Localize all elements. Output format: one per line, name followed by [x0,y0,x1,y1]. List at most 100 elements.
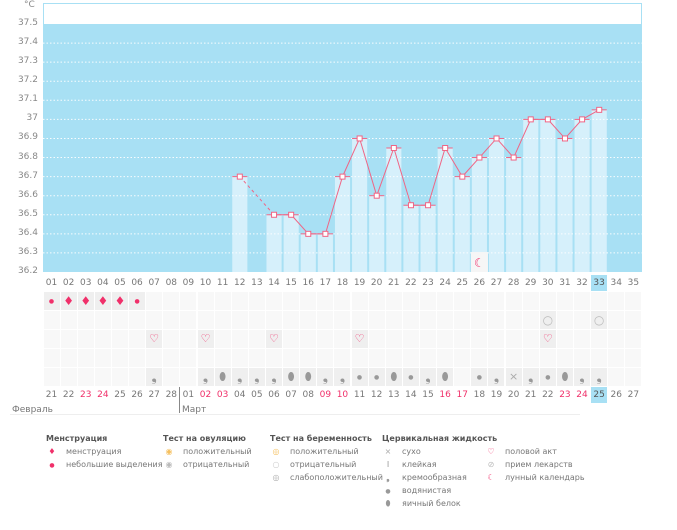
empty-cell[interactable] [522,349,539,367]
empty-cell[interactable] [420,330,436,348]
empty-cell[interactable] [180,349,197,367]
empty-cell[interactable] [351,349,368,367]
date-label[interactable]: 08 [302,390,314,400]
temp-point[interactable] [236,173,243,180]
empty-cell[interactable] [231,311,248,329]
cycle-day-label[interactable]: 20 [370,278,383,288]
empty-cell[interactable] [111,330,128,348]
empty-cell[interactable] [43,349,60,367]
empty-cell[interactable] [248,349,265,367]
temp-point[interactable] [288,211,295,218]
empty-cell[interactable] [385,311,402,329]
temp-point[interactable] [322,230,329,237]
date-label[interactable]: 05 [251,390,263,400]
empty-cell[interactable] [94,330,111,348]
empty-cell[interactable] [94,311,111,329]
empty-cell[interactable] [180,292,197,310]
empty-cell[interactable] [351,292,368,310]
cervical-cell[interactable]: ⬮ [283,368,300,386]
date-label[interactable]: 21 [45,390,58,400]
date-label[interactable]: 06 [268,390,280,400]
empty-cell[interactable] [60,311,77,329]
cycle-day-label[interactable]: 13 [251,278,263,288]
date-label[interactable]: 14 [405,390,417,400]
empty-cell[interactable] [265,349,282,367]
empty-cell[interactable] [608,349,625,367]
empty-cell[interactable] [111,311,128,329]
empty-cell[interactable] [334,311,351,329]
empty-cell[interactable] [625,368,642,386]
temp-point[interactable] [493,135,500,142]
cycle-day-label[interactable]: 01 [45,278,58,288]
cervical-cell[interactable]: ❟ [591,368,608,386]
empty-cell[interactable] [163,311,180,329]
intercourse-cell[interactable]: ♡ [146,330,163,348]
intercourse-cell[interactable]: ♡ [351,330,368,348]
date-label[interactable]: 23 [559,390,571,400]
empty-cell[interactable] [471,349,488,367]
empty-cell[interactable] [146,292,163,310]
date-label[interactable]: 01 [182,390,195,400]
cervical-cell[interactable]: ● [368,368,385,386]
empty-cell[interactable] [214,349,231,367]
cycle-day-label[interactable]: 05 [114,278,126,288]
temp-point[interactable] [596,106,603,113]
cervical-cell[interactable]: ❟ [317,368,334,386]
empty-cell[interactable] [402,349,419,367]
cycle-day-label[interactable]: 30 [542,278,554,288]
empty-cell[interactable] [402,311,419,329]
cycle-day-label[interactable]: 15 [285,278,297,288]
date-label[interactable]: 21 [524,390,537,400]
cycle-day-label[interactable]: 21 [388,278,400,288]
temp-point[interactable] [390,145,397,151]
empty-cell[interactable] [94,368,111,386]
cycle-day-label[interactable]: 17 [319,278,332,288]
empty-cell[interactable] [283,349,300,367]
empty-cell[interactable] [317,349,334,367]
empty-cell[interactable] [248,330,265,348]
cervical-cell[interactable]: ❟ [197,368,214,386]
empty-cell[interactable] [317,330,334,348]
empty-cell[interactable] [146,311,163,329]
temp-point[interactable] [271,211,278,218]
empty-cell[interactable] [300,349,317,367]
empty-cell[interactable] [248,292,265,310]
empty-cell[interactable] [317,292,334,310]
empty-cell[interactable] [574,349,591,367]
date-label[interactable]: 26 [610,390,622,400]
empty-cell[interactable] [265,311,282,329]
empty-cell[interactable] [608,311,625,329]
cycle-day-label[interactable]: 10 [199,278,212,288]
empty-cell[interactable] [351,311,368,329]
cervical-cell[interactable]: × [505,368,522,386]
empty-cell[interactable] [77,330,94,348]
intercourse-cell[interactable]: ♡ [197,330,214,348]
cervical-cell[interactable]: ⬮ [214,368,231,386]
empty-cell[interactable] [437,330,454,348]
temp-point[interactable] [356,135,363,142]
cycle-day-label[interactable]: 18 [336,278,349,288]
intercourse-cell[interactable]: ♡ [539,330,556,348]
empty-cell[interactable] [231,292,248,310]
pregnancy_test-cell[interactable]: ○ [591,311,608,329]
date-label[interactable]: 18 [473,390,486,400]
date-label[interactable]: 17 [456,390,468,400]
cycle-day-label[interactable]: 26 [473,278,486,288]
date-label[interactable]: 11 [353,390,366,400]
cycle-day-label[interactable]: 29 [524,278,537,288]
empty-cell[interactable] [368,349,385,367]
empty-cell[interactable] [402,292,419,310]
empty-cell[interactable] [197,292,214,310]
empty-cell[interactable] [300,292,317,310]
date-label[interactable]: 25 [114,390,126,400]
temp-point[interactable] [579,116,586,123]
empty-cell[interactable] [556,349,573,367]
menstruation-cell[interactable]: ♦ [77,292,94,310]
cycle-day-label[interactable]: 22 [405,278,417,288]
cycle-day-label[interactable]: 02 [62,278,75,288]
empty-cell[interactable] [454,292,471,310]
empty-cell[interactable] [420,349,436,367]
empty-cell[interactable] [283,292,300,310]
date-label[interactable]: 15 [422,390,434,400]
cervical-cell[interactable]: ● [539,368,556,386]
